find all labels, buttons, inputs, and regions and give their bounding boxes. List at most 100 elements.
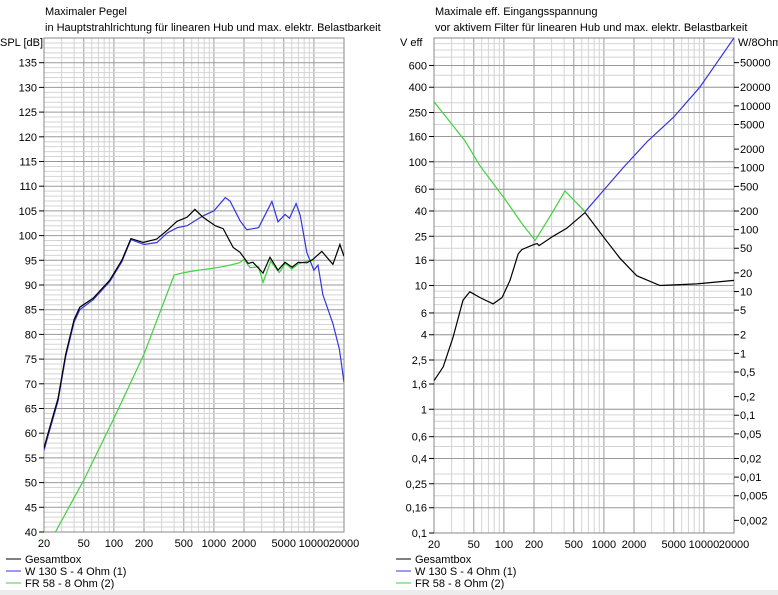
- y-tick-label: 4: [421, 330, 427, 342]
- x-tick-label: 100: [105, 538, 123, 550]
- y-tick-label: 1: [421, 404, 427, 416]
- y-tick-label: 60: [25, 428, 37, 440]
- right-plot-area: 600 400 2 50 160 100 60 40 25 16 10 6 4 2,5 1,6 1 0,6 0,4…: [406, 37, 771, 551]
- y-tick-label: 400: [409, 82, 427, 94]
- left-legend: Gesamtbox W 130 S - 4 Ohm (1) FR 58 - 8 …: [6, 554, 126, 590]
- y-tick-label: 10: [415, 281, 427, 293]
- y2-tick-label: 50: [740, 243, 752, 255]
- series-line-w130: [44, 196, 344, 451]
- y2-tick-label: 0,02: [740, 453, 761, 465]
- y-tick-label: 0,25: [406, 479, 427, 491]
- legend-label-fr58: FR 58 - 8 Ohm (2): [415, 578, 504, 590]
- y2-tick-label: 100: [740, 225, 758, 237]
- series-line-fr58: [44, 258, 314, 532]
- x-tick-label: 20000: [329, 538, 360, 550]
- y-tick-label: 90: [25, 280, 37, 292]
- y-tick-label: 40: [415, 206, 427, 218]
- right-chart-title: Maximale eff. Eingangsspannung: [435, 6, 597, 18]
- x-tick-label: 20: [38, 538, 50, 550]
- left-plot-area: 40 45 50 55 60 65 70 75 80 85 90 95 100 105 110 115 120 1…: [19, 37, 360, 550]
- x-tick-label: 50: [468, 539, 480, 551]
- x-tick-label: 500: [565, 539, 583, 551]
- x-tick-label: 500: [175, 538, 193, 550]
- y-tick-label: 65: [25, 404, 37, 416]
- y2-tick-label: 10000: [740, 101, 771, 113]
- y2-tick-label: 0,005: [740, 491, 768, 503]
- y-tick-label: 110: [19, 181, 37, 193]
- x-tick-label: 20: [428, 539, 440, 551]
- y-tick-label: 0,6: [412, 432, 427, 444]
- y2-tick-label: 0,1: [740, 410, 755, 422]
- y2-tick-label: 200: [740, 206, 758, 218]
- x-tick-label: 200: [135, 538, 153, 550]
- right-chart-subtitle: vor aktivem Filter für linearen Hub und …: [435, 22, 747, 34]
- y2-tick-label: 20000: [740, 82, 771, 94]
- series-line-fr58: [434, 101, 586, 242]
- x-tick-label: 1000: [202, 538, 226, 550]
- x-tick-label: 1000: [592, 539, 616, 551]
- y-tick-label: 45: [25, 502, 37, 514]
- y-tick-label: 135: [19, 58, 37, 70]
- y2-tick-label: 20: [740, 268, 752, 280]
- y2-tick-label: 1: [740, 348, 746, 360]
- y-tick-label: 16: [415, 255, 427, 267]
- y2-tick-label: 0,2: [740, 392, 755, 404]
- y-tick-label: 75: [25, 354, 37, 366]
- y-tick-label: 50: [25, 478, 37, 490]
- y-tick-label: 1,6: [412, 379, 427, 391]
- y2-tick-label: 2000: [740, 144, 764, 156]
- y2-tick-label: 5000: [740, 119, 764, 131]
- right-y2-axis-label: W/8Ohm: [738, 37, 778, 49]
- legend-label-w130: W 130 S - 4 Ohm (1): [415, 566, 516, 578]
- y-tick-label: 100: [19, 231, 37, 243]
- y-tick-label: 70: [25, 379, 37, 391]
- x-tick-label: 100: [495, 539, 513, 551]
- y-tick-label: 115: [19, 157, 37, 169]
- series-line-gesamtbox: [434, 211, 734, 382]
- y2-tick-label: 0,5: [740, 367, 755, 379]
- right-legend: Gesamtbox W 130 S - 4 Ohm (1) FR 58 - 8 …: [396, 554, 516, 590]
- y-tick-label: 80: [25, 329, 37, 341]
- series-line-gesamtbox: [44, 208, 344, 449]
- y-tick-label: 0,4: [412, 453, 427, 465]
- y-tick-label: 600: [409, 60, 427, 72]
- bottom-border: [0, 590, 778, 595]
- right-chart: Maximale eff. Eingangsspannung vor aktiv…: [396, 6, 778, 590]
- x-tick-label: 5000: [272, 538, 296, 550]
- y-tick-label: 6: [421, 308, 427, 320]
- y-tick-label: 55: [25, 453, 37, 465]
- legend-label-fr58: FR 58 - 8 Ohm (2): [25, 578, 114, 590]
- y2-tick-label: 10: [740, 286, 752, 298]
- y2-tick-label: 500: [740, 181, 758, 193]
- x-tick-label: 2000: [232, 538, 256, 550]
- y-tick-label: 85: [25, 305, 37, 317]
- left-chart: Maximaler Pegel in Hauptstrahlrichtung f…: [0, 6, 381, 590]
- y2-tick-label: 0,05: [740, 429, 761, 441]
- y-tick-label: 25: [415, 231, 427, 243]
- y-tick-label: 125: [19, 107, 37, 119]
- x-tick-label: 10000: [689, 539, 720, 551]
- series-line-w130: [584, 38, 734, 213]
- y2-tick-label: 2: [740, 330, 746, 342]
- y2-tick-label: 5: [740, 305, 746, 317]
- legend-label-gesamtbox: Gesamtbox: [415, 554, 472, 566]
- right-y-axis-label: V eff: [400, 37, 423, 49]
- y-tick-label: 60: [415, 184, 427, 196]
- y-tick-label: 160: [409, 131, 427, 143]
- y2-tick-label: 1000: [740, 163, 764, 175]
- y-tick-label: 100: [409, 157, 427, 169]
- x-tick-label: 50: [78, 538, 90, 550]
- y2-tick-label: 0,002: [740, 515, 768, 527]
- x-tick-label: 20000: [719, 539, 750, 551]
- left-chart-subtitle: in Hauptstrahlrichtung für linearen Hub …: [45, 22, 381, 34]
- legend-label-w130: W 130 S - 4 Ohm (1): [25, 566, 126, 578]
- y-tick-label: 2,5: [412, 355, 427, 367]
- x-tick-label: 2000: [622, 539, 646, 551]
- y-tick-label: 40: [25, 527, 37, 539]
- left-y-axis-label: SPL [dB]: [0, 37, 43, 49]
- left-chart-title: Maximaler Pegel: [45, 6, 127, 18]
- y-tick-label: 120: [19, 132, 37, 144]
- x-tick-label: 10000: [299, 538, 330, 550]
- x-tick-label: 5000: [662, 539, 686, 551]
